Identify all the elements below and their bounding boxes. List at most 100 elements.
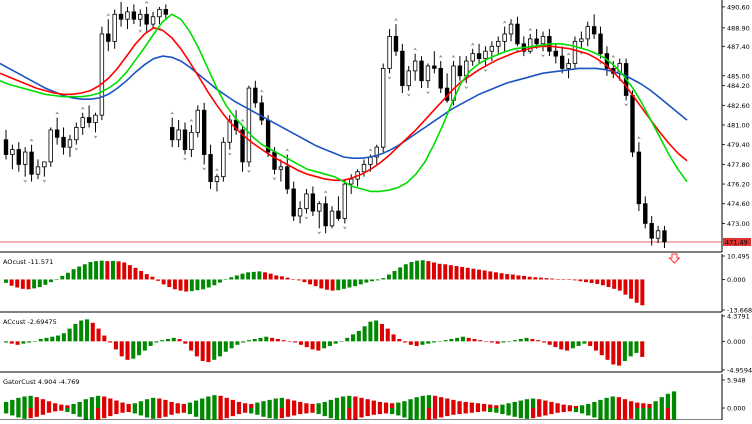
candle-body — [157, 8, 162, 18]
candle-body — [649, 222, 654, 239]
osc-bar — [206, 279, 211, 288]
osc-bar — [472, 339, 477, 342]
osc-bar — [137, 341, 142, 356]
gator-lower-bar — [641, 408, 646, 420]
y-tick-label: 482.60 — [727, 102, 750, 110]
osc-bar — [640, 341, 645, 357]
gator-upper-bar — [616, 397, 622, 408]
osc-bar — [246, 272, 251, 280]
gator-lower-bar — [10, 408, 15, 416]
fractal-up-marker — [144, 0, 149, 4]
gator-lower-bar — [353, 408, 358, 420]
candle-body — [508, 23, 514, 35]
osc-bar — [471, 268, 476, 280]
candle-body — [291, 188, 296, 217]
gator-upper-bar — [586, 403, 591, 408]
osc-bar — [403, 341, 408, 343]
gator-upper-bar — [671, 391, 677, 408]
osc-bar — [392, 270, 397, 280]
osc-bar — [495, 341, 500, 344]
candle-body — [476, 53, 482, 59]
gator-upper-bar — [163, 399, 168, 408]
gator-lower-bar — [586, 408, 591, 416]
candle-body — [99, 33, 105, 116]
candle-body — [432, 65, 437, 69]
osc-bar — [105, 261, 110, 280]
osc-bar — [194, 341, 199, 357]
gator-upper-bar — [463, 401, 468, 408]
fractal-down-marker — [23, 179, 28, 183]
osc-bar — [263, 272, 267, 280]
osc-bar — [628, 341, 633, 357]
osc-bar — [60, 275, 65, 280]
osc-bar — [397, 339, 402, 342]
osc-bar — [229, 341, 234, 349]
gator-upper-bar — [212, 395, 217, 408]
osc-bar — [50, 336, 55, 342]
gator-lower-bar — [53, 408, 58, 412]
gator-upper-bar — [144, 399, 150, 408]
fractal-up-marker — [368, 148, 373, 152]
osc-bar — [195, 279, 200, 291]
osc-bar — [374, 320, 379, 342]
y-tick-label: 10.495 — [727, 253, 750, 261]
gator-lower-bar — [65, 408, 70, 413]
acc-panel: ACcust -2.69475 4.3791 0.000 -4.9594 — [3, 313, 752, 375]
osc-bar — [353, 279, 358, 287]
gator-upper-bar — [230, 399, 235, 408]
osc-bar — [524, 337, 529, 342]
gator-lower-bar — [193, 408, 199, 417]
gator-lower-bar — [16, 408, 21, 418]
fractal-up-marker — [170, 111, 175, 115]
candle-body — [317, 203, 322, 212]
osc-bar — [325, 279, 329, 290]
fractal-down-marker — [74, 147, 79, 151]
candle-body — [636, 151, 642, 205]
osc-bar — [161, 279, 166, 285]
gator-upper-bar — [334, 397, 340, 408]
osc-bar — [599, 341, 604, 356]
osc-bar — [533, 277, 538, 280]
osc-bar — [275, 339, 280, 342]
candle-body — [131, 11, 137, 20]
gator-upper-bar — [71, 403, 76, 408]
gator-upper-bar — [371, 400, 376, 408]
gator-upper-bar — [328, 399, 334, 408]
osc-bar — [177, 339, 182, 342]
osc-bar — [582, 341, 587, 344]
gator-upper-bar — [408, 399, 413, 408]
fractal-down-marker — [541, 54, 545, 58]
gator-lower-bar — [126, 408, 131, 413]
gator-lower-bar — [138, 408, 144, 416]
gator-lower-bar — [500, 408, 505, 415]
sell-arrow-icon — [668, 253, 681, 264]
candle-body — [323, 203, 328, 227]
gator-upper-bar — [102, 396, 107, 408]
gator-upper-bar — [573, 405, 579, 408]
gator-upper-bar — [59, 404, 64, 408]
fractal-down-marker — [406, 93, 411, 97]
osc-bar — [150, 276, 155, 280]
gator-upper-bar — [132, 403, 137, 408]
candle-body — [591, 26, 597, 35]
gator-upper-bar — [377, 401, 383, 408]
osc-bar — [90, 322, 95, 342]
gator-upper-bar — [10, 399, 15, 408]
osc-bar — [420, 260, 425, 280]
gator-lower-bar — [224, 408, 229, 419]
gator-upper-bar — [200, 398, 205, 408]
fractal-down-marker — [317, 231, 322, 235]
osc-bar — [96, 328, 101, 342]
candle-body — [233, 119, 239, 131]
gator-upper-bar — [279, 397, 285, 408]
gator-lower-bar — [212, 408, 217, 420]
osc-bar — [555, 279, 560, 280]
osc-bar — [287, 341, 292, 342]
osc-bar — [409, 262, 414, 280]
gator-upper-bar — [28, 395, 33, 408]
gator-upper-bar — [494, 405, 499, 408]
gator-upper-bar — [383, 402, 389, 408]
y-tick-label: 476.20 — [727, 181, 750, 189]
osc-bar — [102, 335, 107, 342]
osc-bar — [460, 266, 465, 280]
